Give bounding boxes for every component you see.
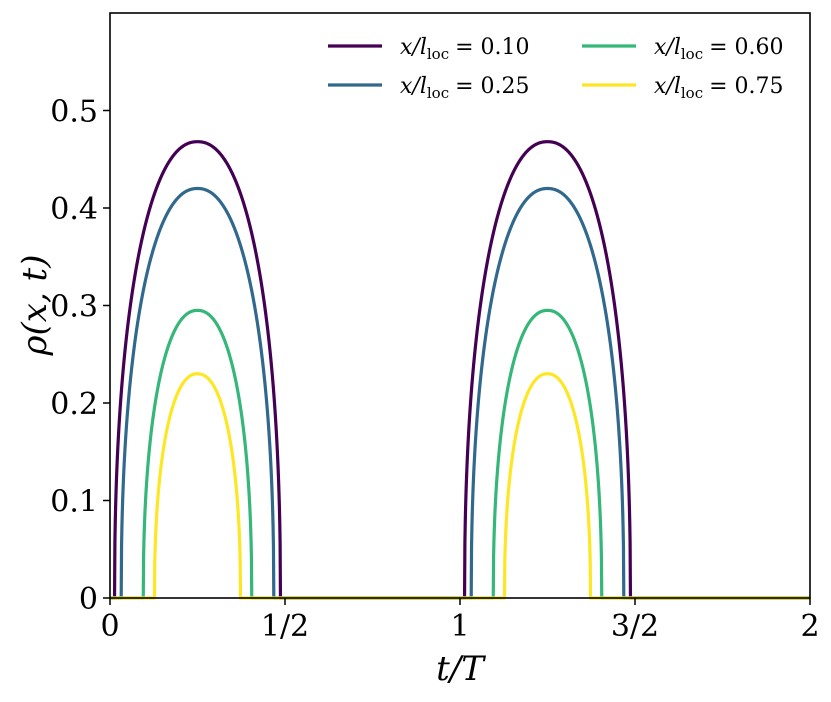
y-tick-label: 0.3: [50, 290, 98, 325]
legend-label-3: x/lloc = 0.60: [654, 35, 784, 63]
y-axis-ticks: 0 0.1 0.2 0.3 0.4 0.5: [50, 95, 110, 617]
legend: x/lloc = 0.10 x/lloc = 0.25 x/lloc = 0.60 x/ll…: [328, 35, 784, 102]
legend-label-2: x/lloc = 0.25: [400, 74, 530, 102]
x-tick-label: 0: [100, 609, 119, 644]
x-tick-label: 1: [450, 609, 469, 644]
y-tick-label: 0.4: [50, 192, 98, 227]
x-tick-label: 1/2: [261, 609, 309, 644]
plot-background: [110, 13, 810, 598]
y-axis-title: ρ(x, t): [15, 255, 55, 357]
x-axis-ticks: 0 1/2 1 3/2 2: [100, 598, 820, 644]
y-tick-label: 0.5: [50, 95, 98, 130]
legend-label-1: x/lloc = 0.10: [400, 35, 530, 63]
y-tick-label: 0.2: [50, 387, 98, 422]
x-axis-title: t/T: [436, 649, 486, 689]
legend-label-4: x/lloc = 0.75: [654, 74, 784, 102]
x-tick-label: 3/2: [611, 609, 659, 644]
y-tick-label: 0: [79, 582, 98, 617]
y-tick-label: 0.1: [50, 485, 98, 520]
x-tick-label: 2: [800, 609, 819, 644]
